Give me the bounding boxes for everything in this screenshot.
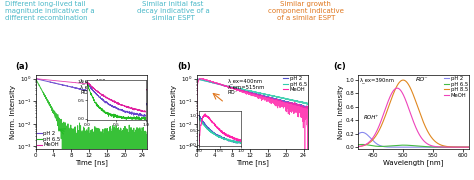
Text: Similar initial fast
decay indicative of a
similar ESPT: Similar initial fast decay indicative of… [137,1,210,21]
Text: Different long-lived tail
magnitude indicative of a
different recombination: Different long-lived tail magnitude indi… [5,1,94,21]
Text: ROH⁺: ROH⁺ [80,90,94,95]
X-axis label: Wavelength [nm]: Wavelength [nm] [383,159,444,166]
Text: λ_em=440nm: λ_em=440nm [80,84,118,90]
X-axis label: Time [ns]: Time [ns] [75,159,108,166]
Legend: pH 2, pH 6.5, MeOH: pH 2, pH 6.5, MeOH [36,131,61,147]
Y-axis label: Norm. Intensity: Norm. Intensity [171,85,177,139]
Text: (b): (b) [177,62,191,71]
Text: λ_em=515nm: λ_em=515nm [228,84,265,90]
Text: RO⁻: RO⁻ [228,90,238,95]
Text: (a): (a) [16,62,29,71]
Text: λ_ex=400nm: λ_ex=400nm [80,78,115,84]
Legend: pH 2, pH 6.5, MeOH: pH 2, pH 6.5, MeOH [283,76,307,92]
Text: λ_ex=400nm: λ_ex=400nm [228,78,263,84]
Text: Similar growth
component indicative
of a similar ESPT: Similar growth component indicative of a… [268,1,344,21]
Text: RO⁻: RO⁻ [416,77,428,82]
Legend: pH 2, pH 6.5, pH 8.5, MeOH: pH 2, pH 6.5, pH 8.5, MeOH [444,76,468,98]
Text: ROH⁺: ROH⁺ [364,115,379,120]
Text: λ_ex=390nm: λ_ex=390nm [360,77,395,83]
Y-axis label: Norm. Intensity: Norm. Intensity [338,85,344,139]
Y-axis label: Norm. Intensity: Norm. Intensity [9,85,16,139]
X-axis label: Time [ns]: Time [ns] [236,159,269,166]
Text: (c): (c) [334,62,346,71]
